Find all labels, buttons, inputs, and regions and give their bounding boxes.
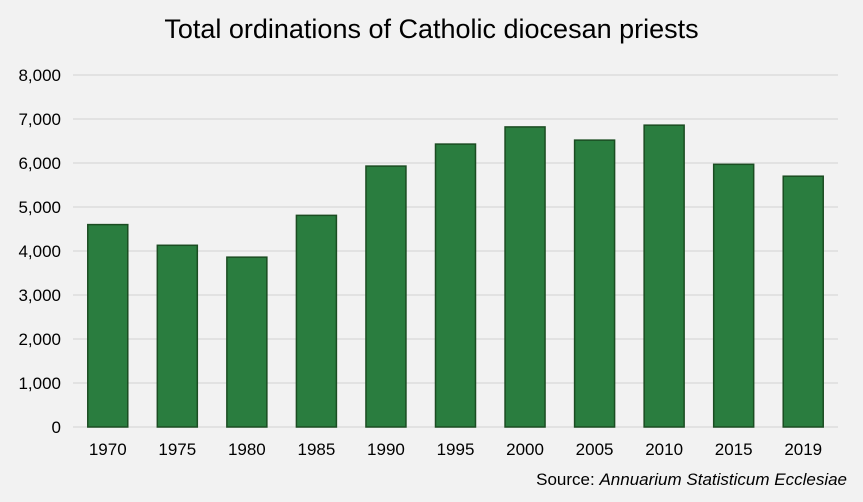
bar-1975 [156,244,199,428]
y-tick-label: 4,000 [18,242,61,261]
x-tick-label: 2005 [576,440,614,459]
y-tick-label: 7,000 [18,110,61,129]
y-tick-label: 3,000 [18,286,61,305]
x-tick-label: 1970 [89,440,127,459]
x-axis-ticks: 1970 1975 1980 1985 1990 1995 2000 2005 2010 2015… [89,440,822,459]
bar-2019 [782,175,824,428]
x-tick-label: 2019 [784,440,822,459]
x-tick-label: 2000 [506,440,544,459]
bar-1990 [365,165,407,428]
x-tick-label: 1995 [437,440,475,459]
bar-1970 [87,223,129,428]
bar-1995 [434,143,477,428]
source-prefix: Source: [536,470,600,489]
y-tick-label: 6,000 [18,154,61,173]
bars [87,124,824,428]
source-note: Source: Annuarium Statisticum Ecclesiae [536,470,847,490]
bar-1985 [295,214,338,428]
y-tick-label: 0 [52,418,61,437]
bar-2015 [712,163,755,428]
bar-1980 [226,256,268,428]
bar-2005 [573,139,616,428]
x-tick-label: 2010 [645,440,683,459]
y-tick-label: 2,000 [18,330,61,349]
y-tick-label: 8,000 [18,66,61,85]
x-tick-label: 1985 [297,440,335,459]
y-tick-label: 5,000 [18,198,61,217]
chart-title: Total ordinations of Catholic diocesan p… [164,14,699,44]
bar-2010 [643,124,685,428]
source-title: Annuarium Statisticum Ecclesiae [599,470,847,489]
x-tick-label: 2015 [715,440,753,459]
y-axis-ticks: 0 1,000 2,000 3,000 4,000 5,000 6,000 7,000 8,00… [18,66,61,437]
bar-2000 [504,126,546,428]
x-tick-label: 1980 [228,440,266,459]
x-tick-label: 1990 [367,440,405,459]
x-tick-label: 1975 [158,440,196,459]
y-tick-label: 1,000 [18,374,61,393]
